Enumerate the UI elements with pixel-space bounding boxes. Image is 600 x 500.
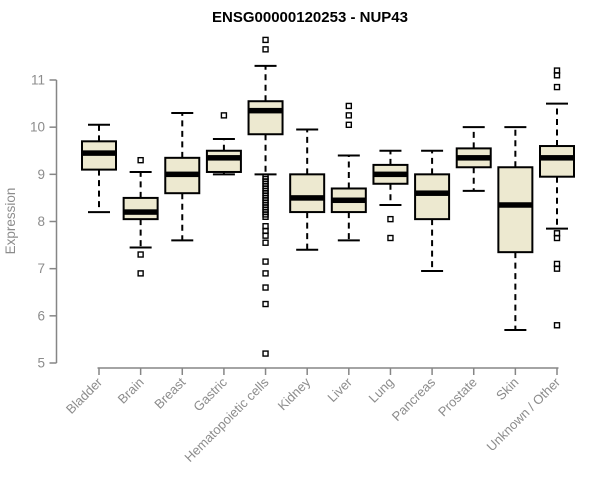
x-tick-label-pancreas: Pancreas (389, 374, 439, 424)
outlier-point (220, 112, 228, 119)
x-tick-label-bladder: Bladder (63, 374, 106, 417)
iqr-box (414, 173, 451, 221)
median-bar (415, 190, 450, 196)
median-bar (331, 197, 366, 204)
boxplot-lung (372, 149, 409, 242)
median-bar (248, 107, 283, 114)
boxplot-breast (164, 112, 201, 242)
iqr-box (122, 196, 159, 221)
y-tick-label: 8 (37, 214, 45, 229)
outlier-point (553, 83, 561, 91)
median-bar (373, 171, 408, 178)
boxplot-pancreas (414, 149, 451, 273)
boxplot-skin (497, 126, 534, 331)
x-tick-label-gastric: Gastric (190, 374, 230, 414)
outlier-point (553, 322, 561, 329)
y-tick-label: 6 (37, 308, 45, 323)
iqr-box (247, 100, 284, 136)
x-tick-label-liver: Liver (324, 374, 355, 405)
outlier-point (553, 265, 561, 272)
outlier-point (553, 72, 561, 79)
outlier-point (345, 102, 353, 110)
x-tick-label-lung: Lung (366, 375, 397, 406)
y-tick-label: 9 (37, 167, 45, 182)
outlier-point (262, 232, 269, 239)
boxplot-gastric (205, 112, 242, 176)
boxplot-prostate (455, 126, 492, 192)
outlier-point (262, 239, 269, 246)
boxplot-brain (122, 156, 159, 277)
iqr-box (539, 145, 575, 178)
outlier-point (553, 234, 561, 242)
y-axis-label: Expression (3, 188, 18, 255)
boxplot-hematopoietic-cells (247, 36, 284, 357)
outlier-point (262, 213, 269, 220)
outlier-point (262, 300, 269, 308)
chart-title: ENSG00000120253 - NUP43 (212, 9, 408, 26)
iqr-box (497, 166, 534, 254)
median-bar (123, 209, 158, 215)
boxplot-liver (330, 102, 367, 242)
median-bar (206, 155, 241, 161)
median-bar (540, 155, 574, 161)
boxplot-bladder (81, 123, 117, 214)
x-tick-label-prostate: Prostate (435, 375, 480, 420)
outlier-point (345, 112, 353, 119)
y-tick-label: 11 (31, 73, 45, 88)
outlier-point (387, 234, 394, 242)
outlier-point (387, 215, 394, 223)
outlier-point (262, 284, 269, 291)
median-bar (290, 195, 325, 201)
median-bar (456, 155, 491, 161)
outlier-point (137, 156, 144, 164)
boxplot-kidney (289, 128, 326, 251)
median-bar (165, 171, 200, 178)
x-tick-label-breast: Breast (151, 374, 188, 411)
outlier-point (262, 46, 269, 53)
outlier-point (137, 270, 144, 277)
outlier-point (262, 270, 269, 277)
x-tick-label-unknown-other: Unknown / Other (484, 374, 564, 454)
median-bar (498, 202, 533, 208)
y-tick-label: 7 (37, 261, 45, 276)
outlier-point (262, 350, 269, 357)
x-tick-label-kidney: Kidney (275, 374, 314, 413)
boxplot-unknown-other (539, 67, 575, 329)
median-bar (82, 150, 116, 156)
iqr-box (205, 149, 242, 173)
outlier-point (262, 258, 269, 265)
iqr-box (289, 173, 326, 214)
outlier-point (345, 121, 353, 129)
x-tick-label-brain: Brain (115, 375, 147, 407)
outlier-point (262, 36, 269, 44)
outlier-point (137, 251, 144, 258)
y-tick-label: 10 (30, 120, 45, 135)
x-tick-label-skin: Skin (493, 375, 521, 403)
y-tick-label: 5 (37, 356, 45, 371)
